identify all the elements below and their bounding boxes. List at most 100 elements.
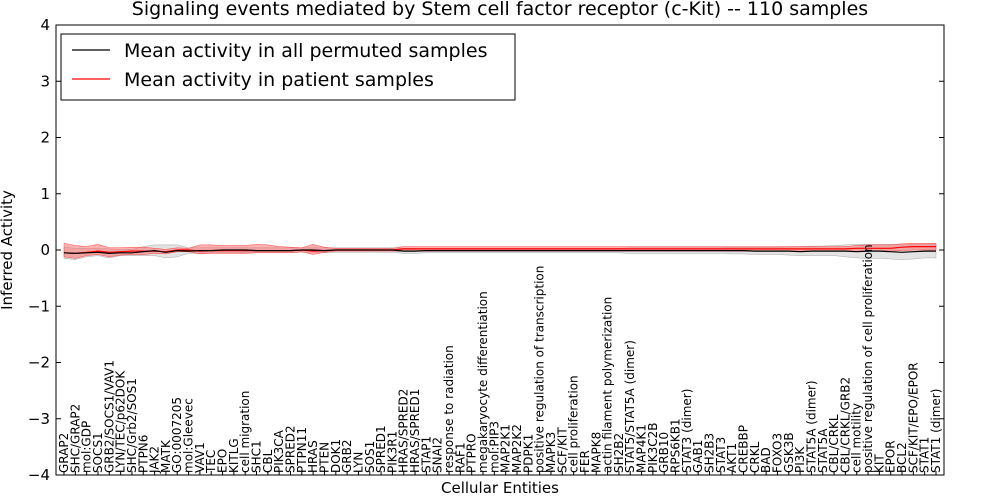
category-label: RAF1	[453, 442, 467, 473]
y-tick-label: −3	[28, 410, 50, 428]
category-label: SCF/KIT/EPO/EPOR	[906, 362, 920, 473]
category-label: PIK3R1	[385, 431, 399, 473]
category-label: mol:PIP3	[487, 421, 501, 473]
legend-label-patient: Mean activity in patient samples	[124, 69, 434, 91]
category-label: PI3K	[793, 446, 807, 473]
category-label: EPO	[216, 449, 230, 473]
y-axis-ticks: −4 −3 −2 −1 0 1 2 3 4	[28, 16, 944, 484]
category-label: TEC	[204, 450, 218, 474]
category-label: SPRED1	[374, 425, 388, 473]
category-label: BCL2	[895, 442, 909, 473]
y-tick-label: 1	[40, 185, 50, 203]
category-label: positive regulation of transcription	[533, 266, 547, 473]
category-label: MAPK3	[544, 432, 558, 473]
category-label: GSK3B	[782, 432, 796, 473]
category-label: JAK2	[148, 446, 162, 474]
category-label: PTPRO	[465, 433, 479, 473]
category-label: SHC/Grb2/SOS1	[125, 378, 139, 473]
category-label: FER	[578, 450, 592, 473]
category-label: STAT5A	[816, 428, 830, 473]
category-label: CRKL	[748, 441, 762, 473]
category-label: PTEN	[318, 442, 332, 473]
category-label: SHC/GRAP2	[68, 404, 82, 473]
category-label: actin filament polymerization	[601, 297, 615, 473]
category-label: SNAI2	[431, 437, 445, 473]
category-label: positive regulation of cell proliferatio…	[861, 244, 875, 473]
y-tick-label: −1	[28, 297, 50, 315]
category-label: MAP4K1	[635, 424, 649, 473]
category-label: mol:GDP	[80, 421, 94, 473]
y-tick-label: 0	[40, 241, 50, 259]
category-label: HRAS	[306, 440, 320, 473]
category-label: STAT5/STAT5A (dimer)	[623, 340, 637, 473]
y-tick-label: 2	[40, 129, 50, 147]
category-label: GO:0007205	[170, 397, 184, 473]
category-label: BAD	[759, 447, 773, 473]
category-label: GRB2	[340, 439, 354, 473]
category-label: PTPN6	[136, 435, 150, 473]
y-tick-label: 3	[40, 72, 50, 90]
category-label: KIT	[872, 454, 886, 473]
category-label: cell migration	[238, 391, 252, 473]
category-label: PIK3CA	[272, 429, 286, 473]
category-label: MAP2K1	[499, 424, 513, 473]
chart-title: Signaling events mediated by Stem cell f…	[132, 0, 868, 20]
category-label: CBL/CRKL	[827, 414, 841, 473]
category-label: HRAS/SPRED2	[397, 389, 411, 473]
category-label: GRB10	[657, 432, 671, 473]
y-tick-label: 4	[40, 16, 50, 34]
legend-box	[60, 33, 516, 101]
category-label: SCF/KIT	[555, 427, 569, 473]
series-lines	[63, 246, 936, 255]
category-label: cell proliferation	[567, 375, 581, 473]
category-label: KITLG	[227, 438, 241, 473]
category-label: STAT5A (dimer)	[804, 380, 818, 473]
category-label: FOXO3	[771, 433, 785, 473]
category-label: MAPK8	[589, 432, 603, 473]
category-label: MATK	[159, 439, 173, 473]
category-label: GRAP2	[57, 433, 71, 473]
category-label: GAB1	[691, 440, 705, 473]
category-label: STAP1	[419, 436, 433, 473]
category-label: SHC1	[250, 440, 264, 473]
category-label: SH2B3	[703, 433, 717, 473]
category-label: STAT3	[714, 437, 728, 473]
category-label: cell motility	[850, 403, 864, 473]
category-label: SOCS1	[91, 432, 105, 473]
category-label: LYN	[351, 452, 365, 473]
plot-frame	[55, 24, 945, 476]
line-series-0	[63, 249, 936, 255]
category-label: SOS1	[363, 441, 377, 473]
category-label: EPOR	[884, 440, 898, 473]
x-axis-label: Cellular Entities	[441, 479, 559, 497]
category-labels: GRAP2SHC/GRAP2mol:GDPSOCS1GRB2/SOCS1/VAV…	[57, 244, 943, 474]
category-label: CREBBP	[737, 425, 751, 473]
category-label: VAV1	[193, 442, 207, 473]
category-label: response to radiation	[442, 345, 456, 473]
category-label: MAP2K2	[510, 424, 524, 473]
category-label: CBL/CRKL/GRB2	[838, 377, 852, 473]
x-axis-ticks	[63, 471, 937, 475]
category-label: HRAS/SPRED1	[408, 389, 422, 473]
category-label: STAT1 (dimer)	[929, 389, 943, 473]
legend: Mean activity in all permuted samples Me…	[60, 33, 516, 101]
category-label: SH2B2	[612, 433, 626, 473]
category-label: STAT3 (dimer)	[680, 389, 694, 473]
category-label: megakaryocyte differentiation	[476, 291, 490, 473]
y-tick-label: −4	[28, 466, 50, 484]
category-label: GRB2/SOCS1/VAV1	[102, 360, 116, 473]
category-label: PIK3C2B	[646, 422, 660, 473]
y-axis-label: Inferred Activity	[0, 190, 16, 310]
y-tick-label: −2	[28, 354, 50, 372]
category-label: PTPN11	[295, 427, 309, 473]
category-label: RPS6KB1	[669, 418, 683, 473]
category-label: LYN/TEC/p62DOK	[114, 370, 128, 473]
category-label: CBL	[261, 449, 275, 473]
category-label: mol:Gleevec	[182, 398, 196, 473]
category-label: SPRED2	[284, 425, 298, 473]
category-label: PDPK1	[521, 434, 535, 473]
category-label: AKT1	[725, 443, 739, 473]
legend-label-permuted: Mean activity in all permuted samples	[124, 40, 487, 62]
category-label: DOK1	[329, 439, 343, 473]
